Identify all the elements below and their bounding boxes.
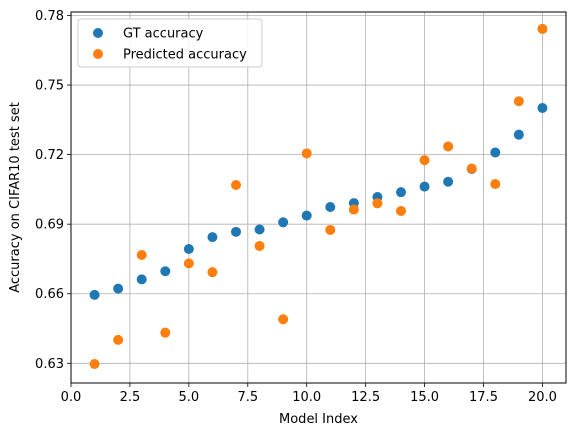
gt-accuracy-point: [278, 217, 289, 228]
predicted-accuracy-point: [254, 240, 265, 251]
predicted-accuracy-point: [325, 224, 336, 235]
predicted-accuracy-point: [278, 314, 289, 325]
gt-accuracy-point: [254, 224, 265, 235]
gt-accuracy-point: [89, 289, 100, 300]
y-tick-label: 0.66: [35, 287, 64, 302]
legend-entry: Predicted accuracy: [123, 48, 247, 63]
predicted-accuracy-point: [89, 358, 100, 369]
gt-accuracy-point: [490, 147, 501, 158]
x-tick-label: 0.0: [61, 390, 82, 405]
x-axis-label: Model Index: [279, 412, 358, 427]
x-tick-label: 15.0: [410, 390, 439, 405]
predicted-accuracy-point: [136, 250, 147, 261]
legend-box: [77, 18, 263, 68]
predicted-accuracy-point: [443, 141, 454, 152]
predicted-accuracy-point: [231, 179, 241, 190]
x-tick-label: 20.0: [528, 390, 557, 405]
x-tick-label: 2.5: [120, 390, 141, 405]
predicted-accuracy-point: [207, 267, 218, 278]
gt-accuracy-point: [207, 232, 218, 243]
legend: GT accuracy Predicted accuracy: [77, 18, 263, 68]
legend-marker: [93, 28, 103, 38]
y-tick-label: 0.78: [35, 9, 64, 24]
y-tick-label: 0.69: [35, 218, 64, 233]
predicted-accuracy-point: [396, 205, 406, 216]
predicted-accuracy-point: [537, 23, 548, 34]
y-tick-label: 0.63: [35, 357, 64, 372]
gt-accuracy-point: [419, 181, 430, 192]
data-points: [89, 23, 548, 369]
gt-accuracy-point: [160, 266, 171, 277]
x-tick-label: 7.5: [237, 390, 258, 405]
y-tick-label: 0.72: [35, 148, 64, 163]
gt-accuracy-point: [513, 129, 524, 140]
legend-entry: GT accuracy: [123, 27, 204, 42]
predicted-accuracy-point: [113, 334, 124, 345]
x-tick-label: 12.5: [351, 390, 380, 405]
gt-accuracy-point: [136, 274, 147, 285]
gt-accuracy-point: [231, 226, 241, 237]
gt-accuracy-point: [325, 202, 336, 213]
x-tick-label: 17.5: [469, 390, 498, 405]
gt-accuracy-point: [113, 283, 124, 294]
predicted-accuracy-point: [513, 96, 524, 107]
gt-accuracy-point: [537, 102, 548, 113]
gt-accuracy-point: [301, 210, 312, 221]
grid-lines: [70, 12, 566, 383]
gt-accuracy-point: [183, 243, 194, 254]
predicted-accuracy-point: [160, 327, 171, 338]
y-tick-label: 0.75: [35, 79, 64, 94]
predicted-accuracy-point: [301, 148, 312, 159]
axis-ticks: 0.0 2.5 5.0 7.5 10.0 12.5 15.0 17.5 20.0 0.63 0.66…: [35, 9, 557, 405]
predicted-accuracy-point: [466, 163, 477, 174]
plot-frame: [70, 11, 567, 384]
predicted-accuracy-point: [372, 198, 383, 209]
gt-accuracy-point: [396, 187, 406, 198]
predicted-accuracy-point: [183, 258, 194, 269]
gt-accuracy-point: [443, 176, 454, 187]
y-axis-label: Accuracy on CIFAR10 test set: [8, 102, 23, 293]
legend-marker: [93, 49, 103, 59]
predicted-accuracy-point: [490, 179, 501, 190]
x-tick-label: 10.0: [292, 390, 321, 405]
x-tick-label: 5.0: [179, 390, 200, 405]
predicted-accuracy-point: [419, 155, 430, 166]
predicted-accuracy-point: [348, 204, 359, 215]
